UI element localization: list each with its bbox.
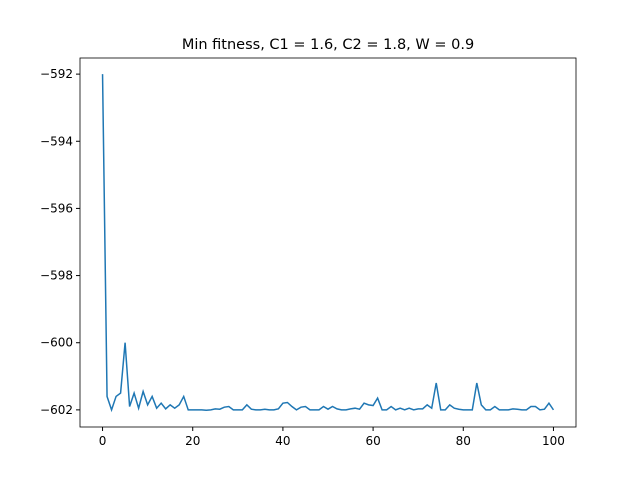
y-tick-label: −596 <box>40 201 73 215</box>
data-line <box>101 74 555 413</box>
y-tick-label: −602 <box>40 403 73 417</box>
x-tick-label: 60 <box>365 434 380 448</box>
y-tick-label: −594 <box>40 134 73 148</box>
x-tick-label: 80 <box>456 434 471 448</box>
x-tick-label: 40 <box>275 434 290 448</box>
plot-frame <box>79 57 577 428</box>
x-tick-label: 100 <box>542 434 565 448</box>
y-tick-label: −600 <box>40 336 73 350</box>
chart-title: Min fitness, C1 = 1.6, C2 = 1.8, W = 0.9 <box>182 37 474 53</box>
y-tick-label: −592 <box>40 67 73 81</box>
x-tick-label: 0 <box>99 434 107 448</box>
x-tick-label: 20 <box>185 434 200 448</box>
y-tick-label: −598 <box>40 269 73 283</box>
